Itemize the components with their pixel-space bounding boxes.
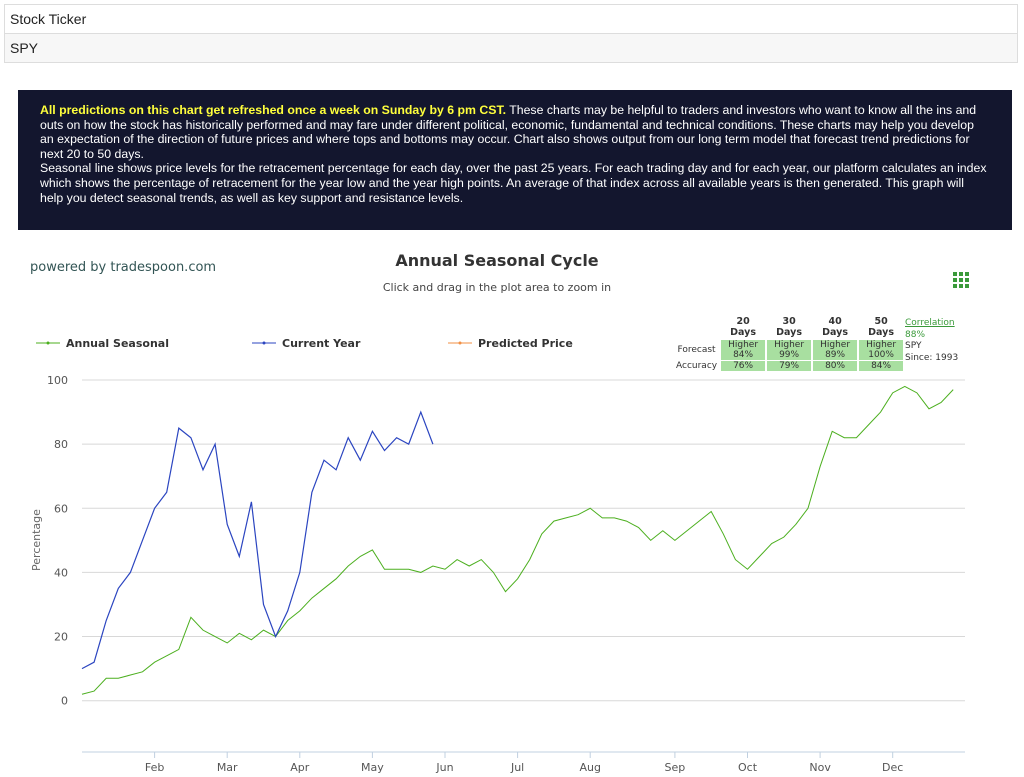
x-tick-label: Sep [665,761,686,774]
correlation-link[interactable]: Correlation [905,318,955,328]
legend-label: Predicted Price [478,337,573,350]
y-tick-label: 0 [61,695,68,708]
x-tick-label: Nov [809,761,831,774]
legend-label: Annual Seasonal [66,337,169,350]
col-header: 30 Days [776,316,803,338]
direction: Higher [774,340,805,350]
x-tick-label: Aug [579,761,600,774]
row-label: Forecast [677,345,716,355]
series-line [81,410,434,670]
correlation-value: 88% [905,329,926,340]
x-tick-label: May [361,761,384,774]
menu-icon[interactable] [953,272,969,288]
y-tick-label: 20 [54,631,68,644]
forecast-table: 20 Days 30 Days 40 Days 50 Days Forecast Hi… [672,314,905,372]
pct: 84% [733,350,754,360]
legend-marker [458,341,462,345]
series-line [81,385,954,695]
y-axis-label: Percentage [30,509,43,571]
correlation-ticker: SPY [905,341,922,351]
banner-text: Seasonal line shows price levels for the… [40,161,987,205]
legend-label: Current Year [282,337,361,350]
y-tick-label: 60 [54,502,68,515]
x-tick-label: Apr [290,761,310,774]
pct: 99% [779,350,800,360]
x-tick-label: Jul [510,761,524,774]
ticker-box: Stock Ticker SPY [4,4,1018,63]
col-header: 40 Days [822,316,849,338]
x-tick-label: Jun [435,761,453,774]
info-banner: All predictions on this chart get refres… [18,90,1012,230]
y-tick-label: 40 [54,566,68,579]
correlation-since: Since: 1993 [905,352,959,363]
pct: 100% [868,350,894,360]
legend-marker [46,341,50,345]
direction: Higher [866,340,897,350]
accuracy: 80% [813,361,858,371]
col-header: 20 Days [730,316,757,338]
chart-subtitle: Click and drag in the plot area to zoom … [383,281,611,294]
x-tick-label: Dec [882,761,903,774]
accuracy: 79% [767,361,812,371]
banner-highlight: All predictions on this chart get refres… [40,103,507,117]
x-tick-label: Oct [738,761,758,774]
powered-by: powered by tradespoon.com [30,260,216,275]
pct: 89% [825,350,846,360]
ticker-value[interactable]: SPY [5,34,1017,62]
banner-text: These charts may be helpful to traders a… [40,103,977,161]
correlation: Correlation 88% SPY Since: 1993 [905,318,958,364]
chart-title: Annual Seasonal Cycle [395,251,598,270]
accuracy: 84% [859,361,904,371]
x-tick-label: Mar [217,761,238,774]
direction: Higher [728,340,759,350]
ticker-label: Stock Ticker [5,5,1017,34]
y-tick-label: 80 [54,438,68,451]
accuracy: 76% [721,361,766,371]
col-header: 50 Days [868,316,895,338]
row-label: Accuracy [676,361,718,371]
x-tick-label: Feb [145,761,164,774]
direction: Higher [820,340,851,350]
legend-marker [262,341,266,345]
y-tick-label: 100 [47,374,68,387]
